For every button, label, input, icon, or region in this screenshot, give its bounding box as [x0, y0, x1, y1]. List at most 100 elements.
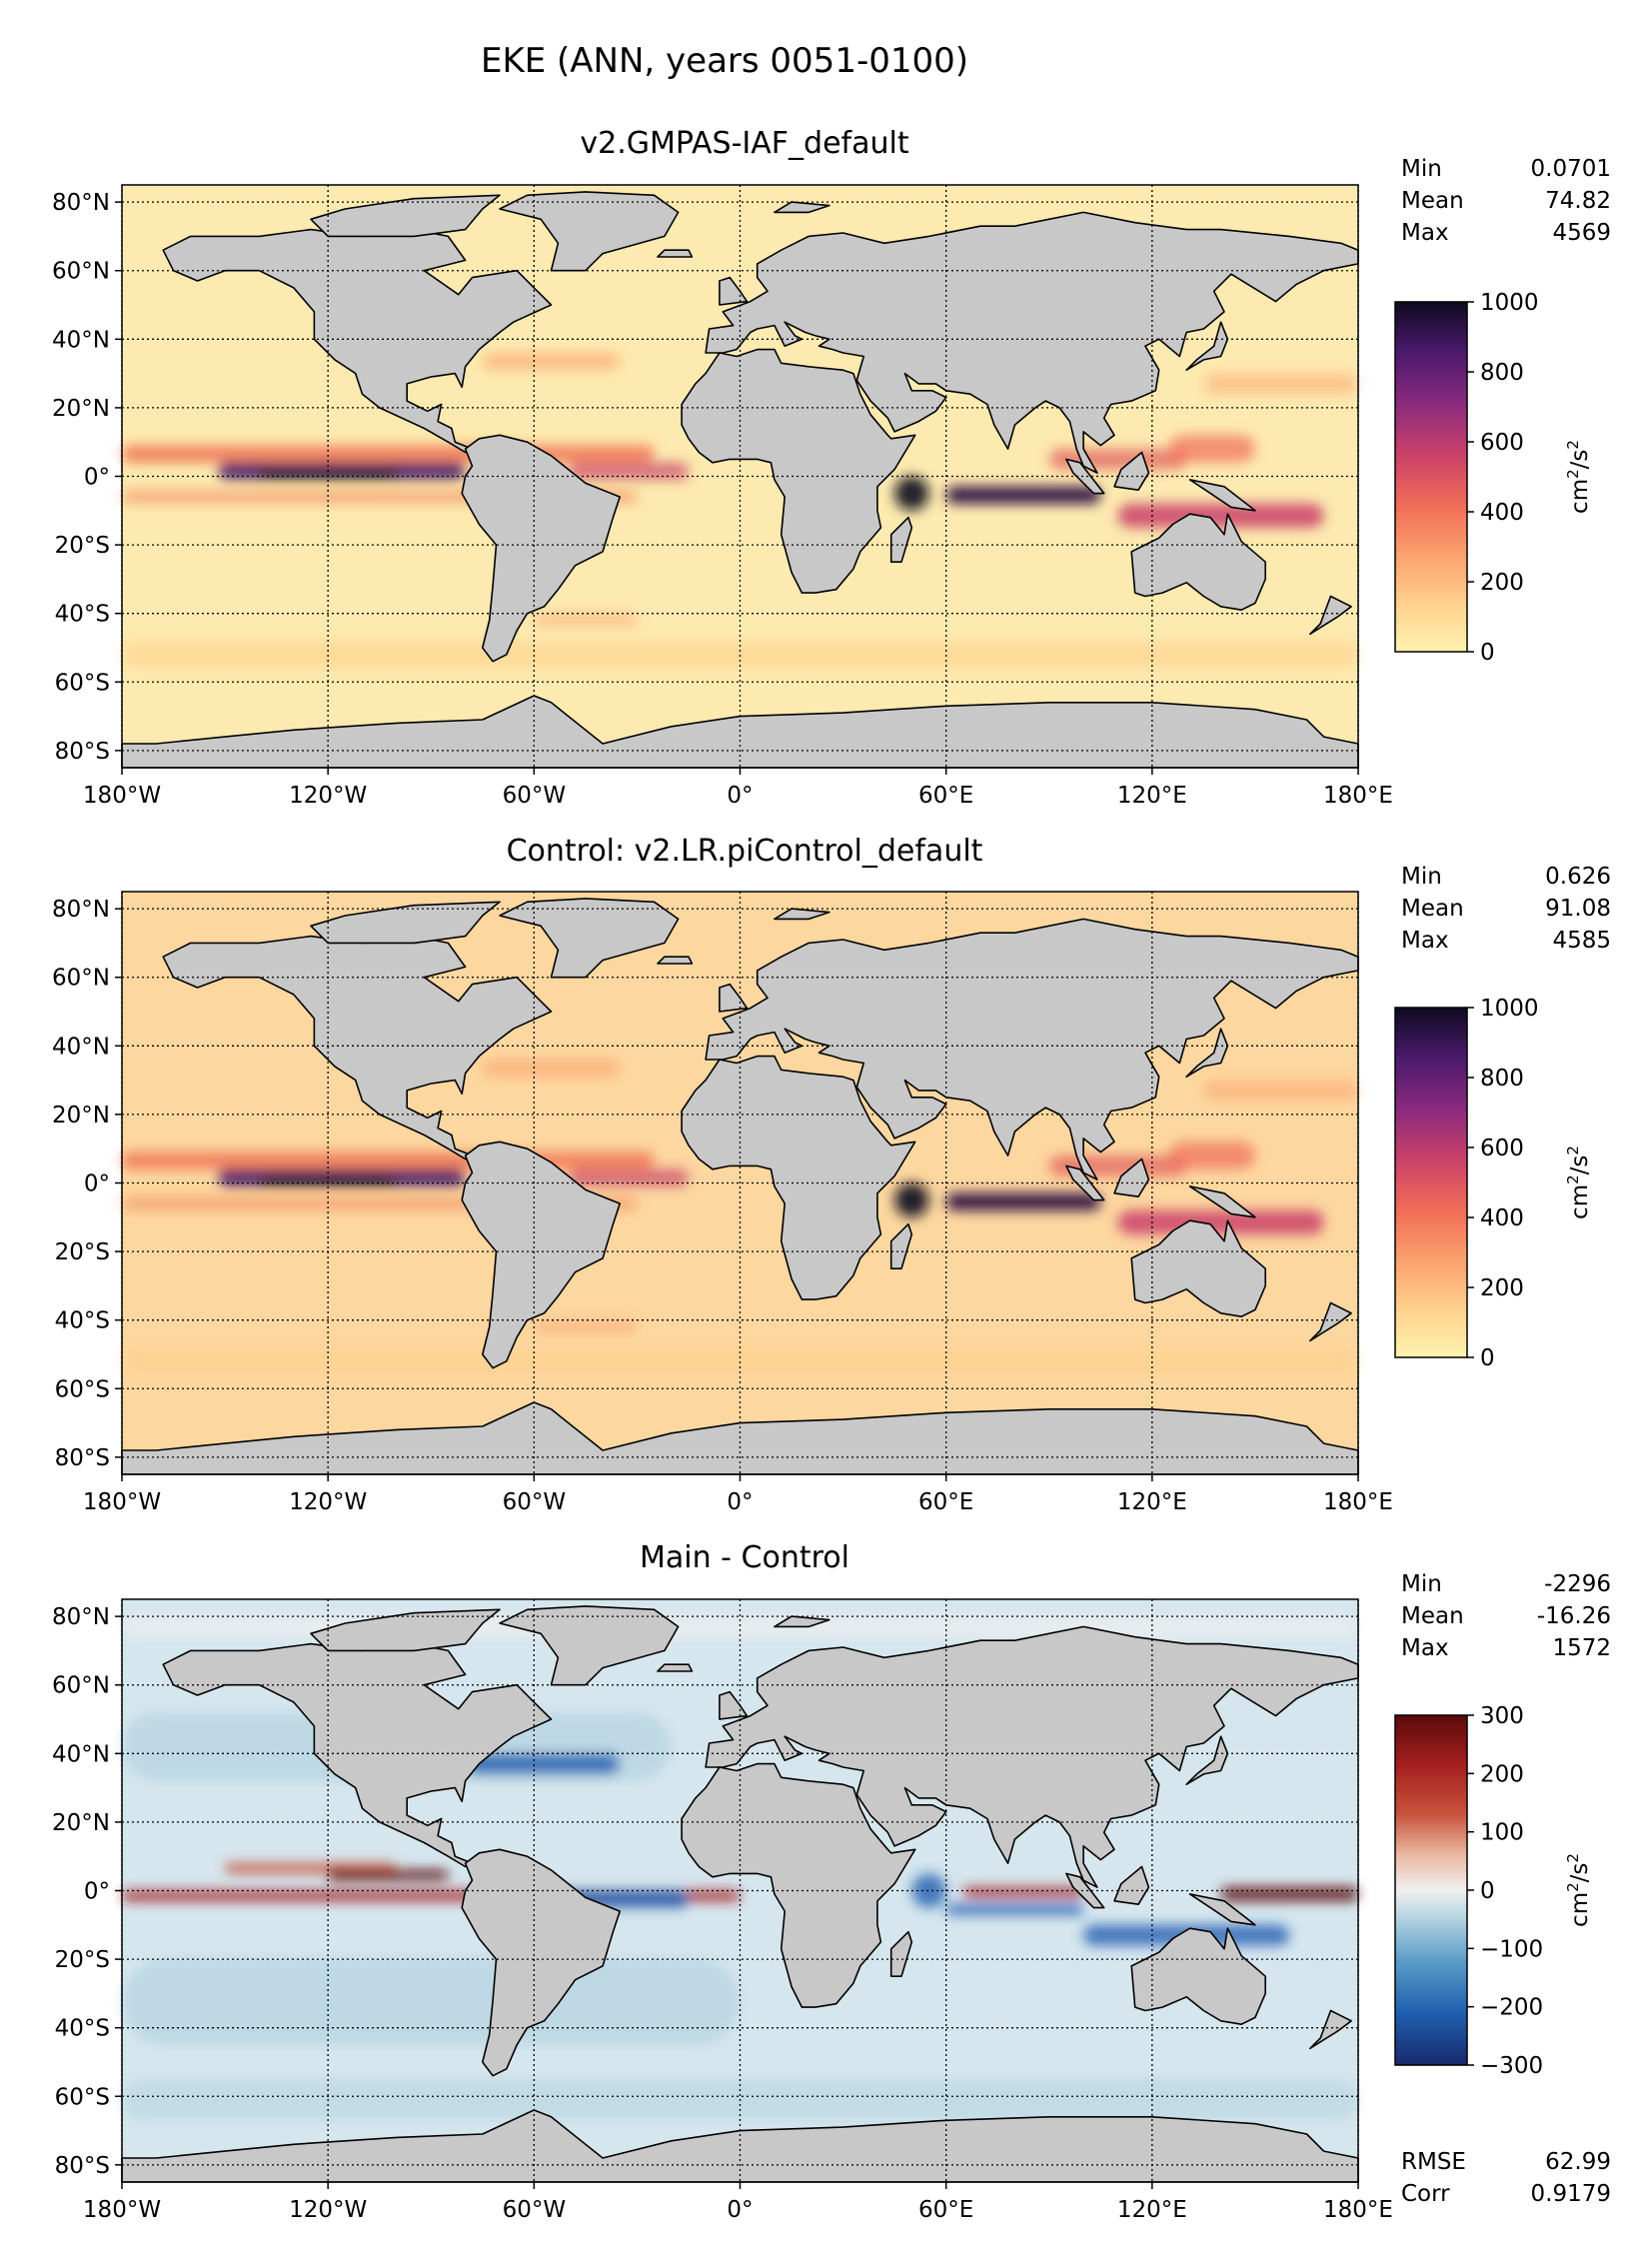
map-diff: 80°N 60°N 40°N 20°N 0° 20°S 40°S 60°S 80°S 180°W 1…: [52, 1598, 1393, 2223]
lat-tick-label: 60°N: [52, 259, 110, 285]
land-north-america: [162, 1642, 553, 1868]
colorbar-gradient: [1394, 1007, 1468, 1358]
field-anomaly: [482, 353, 621, 371]
map-control: 80°N 60°N 40°N 20°N 0° 20°S 40°S 60°S 80°S 180°W 1…: [52, 891, 1393, 1515]
field-anomaly: [1203, 373, 1358, 395]
land-south-america: [461, 434, 622, 663]
stat-value: -16.26: [1537, 1603, 1611, 1629]
metric-value: 62.99: [1545, 2149, 1611, 2175]
land-eurasia: [705, 1625, 1359, 1888]
metric-value: 0.9179: [1531, 2181, 1611, 2207]
lat-tick-label: 20°S: [55, 533, 110, 559]
colorbar-unit-label: cm2/s2: [1564, 1853, 1593, 1927]
land-uk: [719, 276, 749, 306]
field-anomaly: [465, 1753, 621, 1774]
land-greenland: [499, 191, 680, 272]
field-anomaly: [1117, 1209, 1324, 1234]
field-anomaly: [894, 1182, 929, 1217]
lat-tick-label: 40°S: [55, 1308, 110, 1334]
stat-label: Max: [1401, 220, 1449, 246]
land-south-america: [461, 1140, 622, 1369]
stat-value: 4569: [1552, 220, 1611, 246]
land-madagascar: [889, 1930, 913, 1977]
land-greenland: [499, 898, 680, 979]
gridlines: [121, 892, 1359, 1474]
land-new-zealand: [1309, 595, 1352, 636]
field-anomaly: [534, 1319, 638, 1334]
stat-label: Max: [1401, 928, 1449, 954]
colorbar-tick-label: 600: [1480, 430, 1524, 456]
colorbar-tick-label: 800: [1480, 1066, 1524, 1092]
field-anomaly: [1203, 1080, 1358, 1102]
lat-tick-label: 20°S: [55, 1947, 110, 1973]
land-sumatra: [1065, 458, 1105, 495]
stat-label: Min: [1401, 1571, 1442, 1597]
field-anomaly: [945, 1192, 1101, 1210]
land-south-america: [461, 1848, 622, 2077]
lat-tick-label: 80°N: [52, 190, 110, 216]
lon-tick-label: 120°E: [1117, 783, 1187, 809]
field-anomaly: [911, 1873, 946, 1908]
land-borneo: [1113, 451, 1150, 492]
colorbar-tick-label: −200: [1480, 1995, 1543, 2021]
panel-diff: Main - Control 80°N 60°N 40°N 20°N 0° 20°S 40°…: [52, 1540, 1611, 2223]
colorbar-tick-label: 800: [1480, 360, 1524, 386]
metric-label: RMSE: [1401, 2149, 1466, 2175]
lat-tick-label: 20°N: [52, 396, 110, 422]
stat-value: 4585: [1552, 928, 1611, 954]
lat-tick-label: 60°S: [55, 1376, 110, 1402]
lat-tick-label: 0°: [84, 1879, 110, 1905]
lat-tick-label: 40°S: [55, 2016, 110, 2042]
field-anomaly: [534, 613, 638, 628]
land-japan: [1185, 1028, 1229, 1078]
land-arctic-islands: [310, 1608, 501, 1652]
lat-tick-label: 60°N: [52, 1673, 110, 1699]
lat-tick-label: 20°N: [52, 1103, 110, 1129]
field-features: [122, 353, 1358, 669]
lat-tick-label: 40°N: [52, 1034, 110, 1060]
land-new-guinea: [1188, 479, 1256, 512]
lon-tick-label: 180°W: [83, 783, 161, 809]
lat-tick-label: 80°S: [55, 1445, 110, 1471]
land-svalbard: [774, 1615, 830, 1628]
field-anomaly: [122, 1151, 655, 1169]
field-anomaly: [259, 1175, 397, 1186]
field-anomaly: [259, 469, 397, 480]
land: [121, 191, 1359, 769]
lat-tick-label: 0°: [84, 1171, 110, 1197]
lat-tick-label: 60°S: [55, 670, 110, 696]
land-north-america: [162, 228, 553, 454]
colorbar-tick-label: 400: [1480, 500, 1524, 526]
stat-label: Mean: [1401, 1603, 1464, 1629]
lat-tick-label: 20°N: [52, 1810, 110, 1836]
lat-tick-label: 80°S: [55, 2153, 110, 2179]
stat-value: 74.82: [1545, 188, 1611, 214]
stat-label: Min: [1401, 864, 1442, 890]
stat-label: Max: [1401, 1635, 1449, 1661]
map-main: 80°N 60°N 40°N 20°N 0° 20°S 40°S 60°S 80°S 180°W 1…: [52, 184, 1393, 809]
lon-tick-label: 180°W: [83, 2197, 161, 2223]
land-australia: [1130, 513, 1266, 612]
colorbar-diff: 300 200 100 0 −100 −200 −300 cm2/s2: [1394, 1703, 1593, 2079]
colorbar-tick-label: 0: [1480, 640, 1495, 666]
colorbar-tick-label: 200: [1480, 1761, 1524, 1787]
field-anomaly: [122, 1347, 1358, 1375]
colorbar-tick-label: 300: [1480, 1703, 1524, 1729]
land-arctic-islands: [310, 194, 501, 238]
land-japan: [1185, 1735, 1229, 1785]
lat-tick-label: 0°: [84, 465, 110, 491]
stat-label: Mean: [1401, 896, 1464, 922]
land-new-guinea: [1188, 1185, 1256, 1218]
lon-tick-label: 120°E: [1117, 2197, 1187, 2223]
diff-metrics: RMSE 62.99 Corr 0.9179: [1401, 2149, 1611, 2207]
colorbar-tick-label: −100: [1480, 1936, 1543, 1962]
lat-tick-label: 60°S: [55, 2084, 110, 2110]
colorbar-tick-label: −300: [1480, 2053, 1543, 2079]
colorbar-tick-label: 200: [1480, 570, 1524, 596]
field-anomaly: [1220, 1887, 1358, 1901]
stats-diff: Min -2296 Mean -16.26 Max 1572: [1401, 1571, 1611, 1661]
colorbar-unit-label: cm2/s2: [1564, 1145, 1593, 1219]
land-new-zealand: [1309, 2009, 1352, 2050]
field-anomaly: [568, 462, 689, 480]
